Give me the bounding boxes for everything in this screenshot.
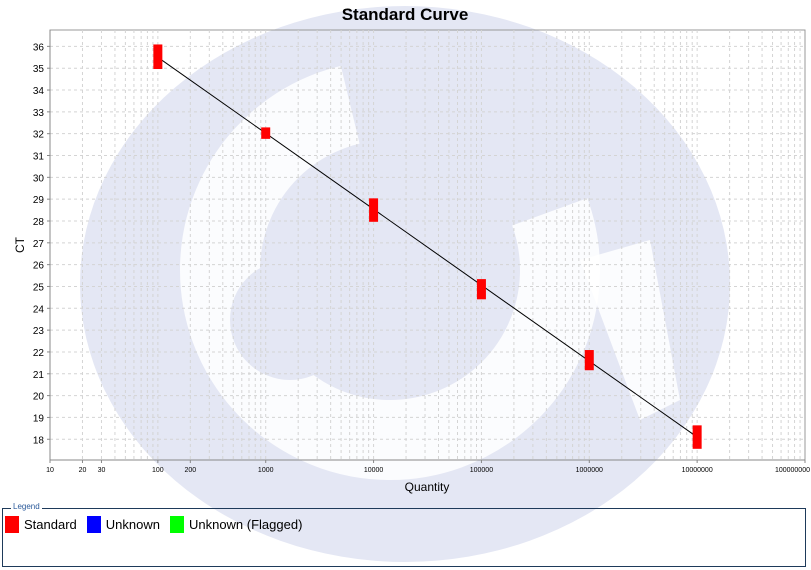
x-tick-label: 200 — [184, 467, 196, 474]
legend-item-standard: Standard — [5, 516, 77, 533]
y-tick-label: 34 — [33, 86, 45, 97]
y-tick-label: 30 — [33, 173, 45, 184]
x-tick-label: 20 — [79, 467, 87, 474]
standard-point — [369, 198, 379, 222]
legend-title: Legend — [11, 502, 42, 511]
y-tick-label: 19 — [33, 413, 45, 424]
legend-label: Unknown — [105, 517, 160, 532]
x-tick-label: 30 — [98, 467, 106, 474]
y-tick-label: 18 — [33, 435, 45, 446]
y-tick-label: 20 — [33, 392, 45, 403]
x-tick-label: 100 — [152, 467, 164, 474]
standard-point — [261, 127, 271, 139]
y-tick-label: 25 — [33, 282, 45, 293]
y-tick-label: 21 — [33, 370, 45, 381]
y-tick-label: 31 — [33, 152, 45, 163]
x-tick-label: 10000 — [364, 467, 384, 474]
watermark-inner-disc — [230, 260, 350, 380]
y-tick-label: 26 — [33, 261, 45, 272]
y-tick-label: 36 — [33, 42, 45, 53]
watermark-inner-shape — [580, 240, 680, 420]
y-tick-label: 32 — [33, 130, 45, 141]
y-tick-label: 28 — [33, 217, 45, 228]
legend-label: Standard — [24, 517, 77, 532]
standard-point — [584, 350, 594, 371]
watermark-logo — [80, 6, 730, 562]
standard-point — [476, 279, 486, 300]
x-tick-label: 10000000 — [682, 467, 713, 474]
x-tick-label: 100000000 — [775, 467, 810, 474]
standard-swatch — [5, 516, 19, 533]
x-tick-label: 1000 — [258, 467, 274, 474]
y-tick-label: 29 — [33, 195, 45, 206]
x-tick-label: 1000000 — [576, 467, 603, 474]
unknown-flagged-swatch — [169, 516, 184, 533]
y-tick-label: 22 — [33, 348, 45, 359]
standard-point — [153, 44, 163, 70]
y-tick-label: 24 — [33, 304, 45, 315]
y-tick-label: 35 — [33, 64, 45, 75]
x-tick-label: 100000 — [470, 467, 493, 474]
watermark-ring — [180, 60, 600, 480]
unknown-swatch — [86, 516, 101, 533]
y-axis-label: CT — [13, 236, 27, 253]
legend-box: Legend Standard Unknown Unknown (Flagged… — [2, 502, 806, 567]
x-tick-label: 10 — [46, 467, 54, 474]
y-tick-label: 33 — [33, 108, 45, 119]
legend-item-unknown-flagged: Unknown (Flagged) — [169, 516, 303, 533]
legend-item-unknown: Unknown — [86, 516, 160, 533]
y-tick-label: 27 — [33, 239, 45, 250]
chart-title: Standard Curve — [342, 5, 469, 24]
standard-point — [692, 425, 702, 449]
x-axis-label: Quantity — [405, 480, 450, 494]
legend-label: Unknown (Flagged) — [188, 517, 303, 532]
fit-line — [157, 56, 698, 438]
y-tick-label: 23 — [33, 326, 45, 337]
